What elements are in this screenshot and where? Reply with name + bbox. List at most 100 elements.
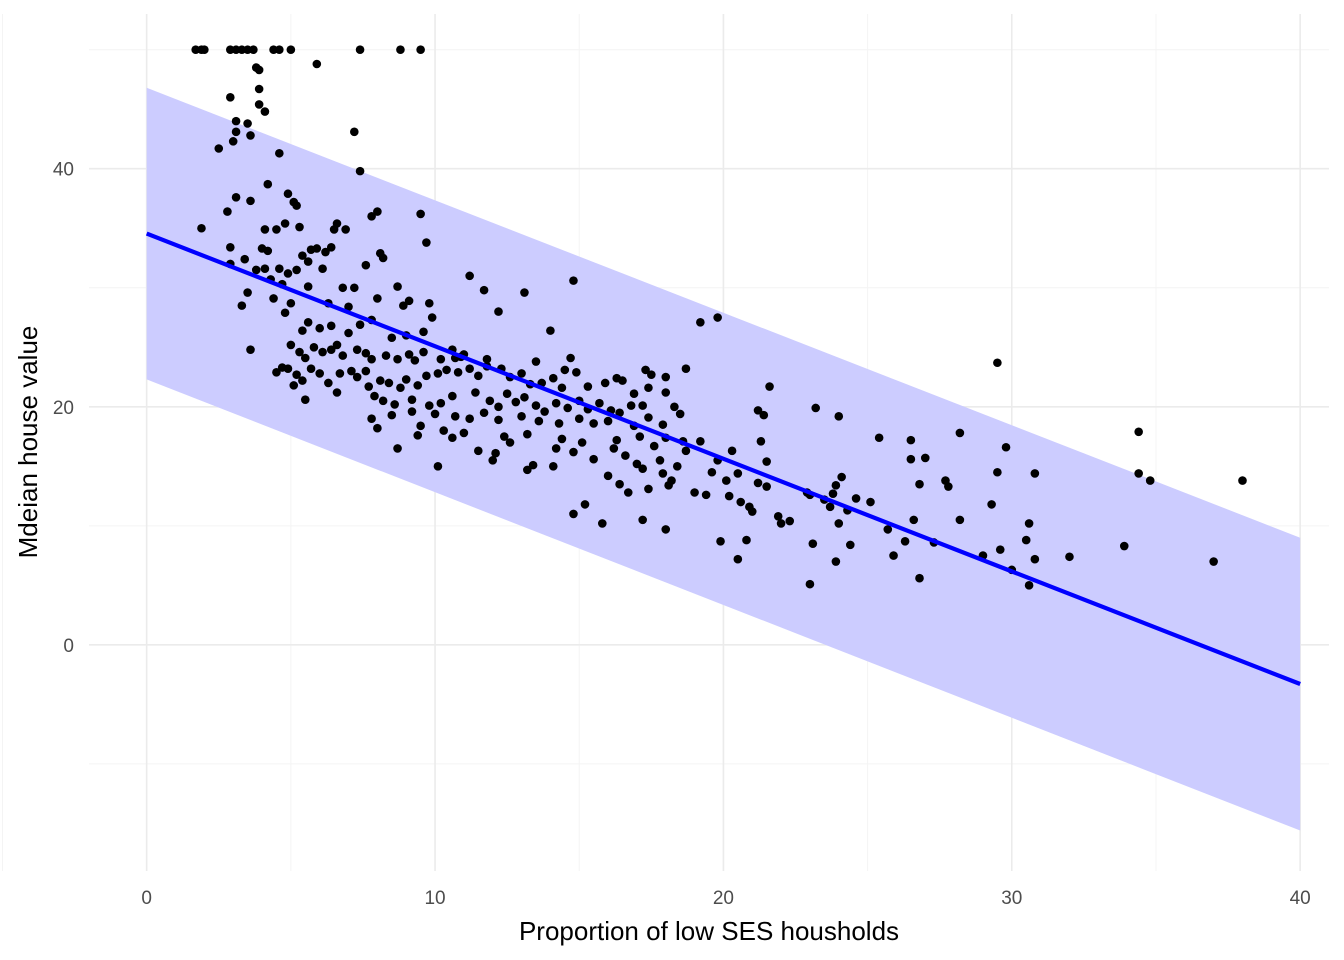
data-point: [566, 353, 575, 363]
data-point: [436, 354, 446, 364]
data-point: [367, 414, 376, 423]
data-point: [736, 497, 746, 507]
data-point: [499, 432, 509, 441]
data-point: [649, 441, 659, 451]
data-point: [332, 340, 342, 350]
data-point: [825, 502, 835, 512]
data-point: [326, 242, 336, 252]
data-point: [644, 383, 653, 393]
data-point: [1065, 552, 1074, 562]
data-point: [254, 100, 264, 109]
data-point: [505, 438, 515, 447]
data-point: [289, 381, 299, 390]
data-point: [1001, 442, 1011, 452]
data-point: [318, 347, 327, 357]
data-point: [661, 372, 671, 382]
data-point: [399, 301, 408, 310]
data-point: [528, 460, 538, 470]
data-point: [344, 328, 353, 338]
data-point: [753, 406, 763, 415]
data-point: [390, 400, 399, 409]
data-point: [701, 490, 711, 500]
data-point: [355, 320, 365, 329]
x-tick-label: 20: [713, 888, 734, 909]
data-point: [785, 516, 795, 526]
data-point: [350, 127, 359, 137]
data-point: [272, 367, 281, 377]
data-point: [315, 323, 324, 333]
data-point: [494, 415, 503, 425]
data-point: [197, 223, 206, 233]
data-point: [1024, 581, 1034, 590]
data-point: [329, 225, 339, 234]
data-point: [995, 545, 1005, 554]
data-point: [269, 294, 278, 303]
data-point: [404, 296, 414, 306]
data-point: [1021, 535, 1031, 545]
data-point: [681, 364, 691, 374]
data-point: [223, 207, 232, 216]
data-point: [560, 365, 570, 375]
data-point: [295, 347, 304, 357]
data-point: [551, 398, 561, 408]
regression-line: [145, 231, 1301, 686]
data-point: [661, 525, 671, 534]
data-point: [589, 419, 598, 428]
data-point: [993, 358, 1002, 368]
data-point: [623, 488, 633, 497]
data-point: [231, 116, 241, 126]
data-point: [615, 408, 624, 418]
data-point: [286, 340, 296, 350]
data-point: [465, 271, 474, 281]
data-point: [427, 313, 437, 322]
data-point: [1030, 554, 1040, 564]
data-point: [1238, 476, 1247, 485]
data-point: [595, 398, 604, 408]
data-point: [1145, 476, 1155, 485]
data-point: [303, 317, 313, 327]
data-point: [776, 519, 786, 528]
data-point: [658, 420, 668, 429]
data-point: [338, 283, 348, 293]
data-point: [448, 433, 457, 443]
data-point: [834, 412, 844, 421]
data-point: [641, 365, 650, 375]
data-point: [574, 414, 584, 423]
data-point: [355, 166, 365, 176]
data-point: [347, 366, 356, 376]
data-point: [955, 428, 965, 438]
data-point: [523, 465, 532, 475]
data-point: [407, 395, 417, 404]
data-point: [303, 282, 313, 291]
data-point: [243, 119, 252, 128]
data-point: [298, 326, 307, 335]
data-point: [410, 356, 420, 365]
data-point: [511, 397, 521, 407]
data-point: [733, 554, 743, 564]
data-point: [275, 264, 284, 274]
data-point: [603, 471, 613, 481]
data-point: [572, 367, 581, 377]
data-point: [228, 137, 238, 146]
y-tick-label: 0: [63, 636, 74, 657]
data-point: [286, 45, 296, 55]
data-point: [246, 345, 255, 354]
data-point: [231, 127, 241, 137]
data-point: [231, 193, 241, 202]
data-point: [416, 209, 425, 219]
data-point: [407, 407, 417, 416]
data-point: [350, 283, 359, 293]
data-point: [361, 366, 371, 376]
data-point: [474, 371, 483, 381]
data-point: [433, 369, 443, 378]
data-point: [638, 515, 647, 525]
data-point: [367, 212, 376, 221]
data-point: [373, 207, 382, 216]
x-tick-label: 40: [1290, 888, 1311, 909]
data-point: [491, 448, 500, 458]
data-point: [742, 535, 751, 545]
data-point: [300, 395, 310, 404]
data-point: [482, 354, 492, 364]
data-point: [479, 408, 489, 418]
